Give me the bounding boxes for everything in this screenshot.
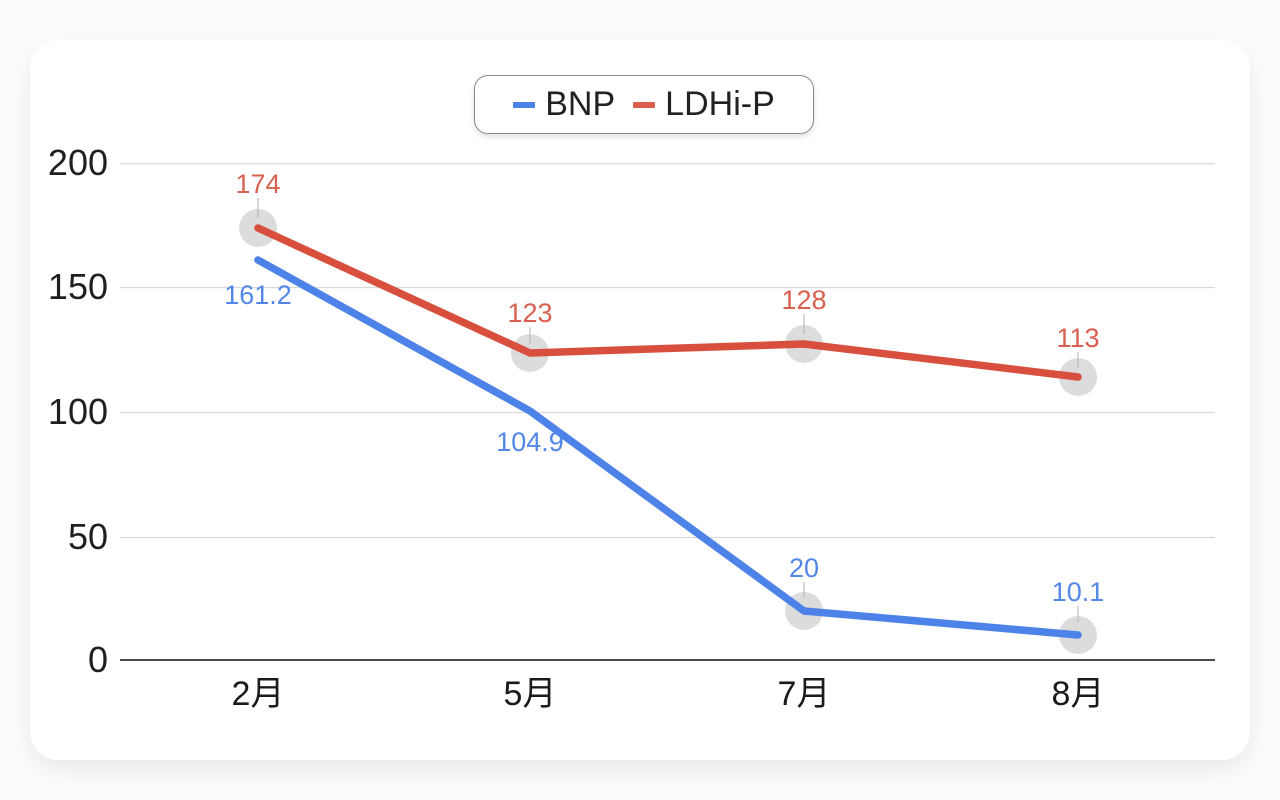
svg-text:7月: 7月 [778, 675, 831, 713]
svg-text:200: 200 [48, 142, 108, 183]
svg-text:50: 50 [68, 516, 108, 557]
svg-text:128: 128 [781, 285, 826, 315]
svg-text:10.1: 10.1 [1052, 577, 1105, 607]
svg-text:8月: 8月 [1052, 675, 1105, 713]
svg-text:113: 113 [1056, 323, 1099, 353]
svg-text:161.2: 161.2 [224, 280, 292, 310]
svg-text:2月: 2月 [232, 675, 285, 713]
svg-text:123: 123 [507, 298, 552, 328]
svg-text:104.9: 104.9 [496, 427, 564, 457]
svg-text:0: 0 [88, 639, 108, 680]
svg-text:20: 20 [789, 553, 819, 583]
svg-text:5月: 5月 [504, 675, 557, 713]
svg-text:174: 174 [235, 169, 280, 199]
svg-text:150: 150 [48, 266, 108, 307]
svg-text:100: 100 [48, 391, 108, 432]
